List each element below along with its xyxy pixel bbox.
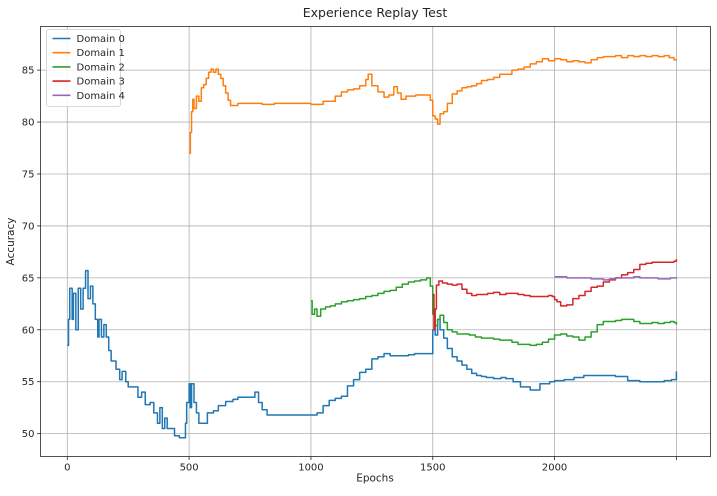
legend: Domain 0 Domain 1 Domain 2 Domain 3 Domain 4 [46, 29, 125, 107]
x-axis-label: Epochs [356, 473, 394, 485]
y-axis-label: Accuracy [5, 218, 17, 266]
series-line-domain-1 [189, 54, 678, 154]
legend-label: Domain 1 [77, 48, 125, 59]
y-tick-label: 65 [22, 273, 35, 284]
plot-frame [40, 26, 711, 457]
legend-label: Domain 0 [77, 34, 125, 45]
y-tick-label: 80 [22, 118, 35, 129]
y-tick-label: 50 [22, 429, 35, 440]
x-tick-label: 1000 [298, 463, 323, 474]
x-tick-label: 2000 [542, 463, 567, 474]
y-tick-label: 85 [22, 66, 35, 77]
series-line-domain-4 [554, 276, 678, 281]
chart-title: Experience Replay Test [303, 5, 448, 20]
x-tick-label: 0 [64, 463, 70, 474]
y-tick-label: 60 [22, 325, 35, 336]
series-lines [67, 54, 678, 439]
legend-label: Domain 4 [77, 91, 125, 102]
series-line-domain-2 [310, 277, 678, 347]
x-axis-ticks: 0 500 1000 1500 2000 [64, 456, 677, 474]
series-line-domain-3 [432, 259, 678, 331]
legend-label: Domain 2 [77, 62, 125, 73]
x-tick-label: 1500 [420, 463, 445, 474]
y-tick-label: 70 [22, 221, 35, 232]
y-tick-label: 55 [22, 377, 35, 388]
x-tick-label: 500 [180, 463, 199, 474]
legend-label: Domain 3 [77, 77, 125, 88]
y-axis-ticks: 50 55 60 65 70 75 80 85 [22, 66, 41, 440]
grid [40, 26, 711, 457]
legend-box [46, 29, 121, 107]
y-tick-label: 75 [22, 169, 35, 180]
series-line-domain-0 [67, 269, 678, 439]
